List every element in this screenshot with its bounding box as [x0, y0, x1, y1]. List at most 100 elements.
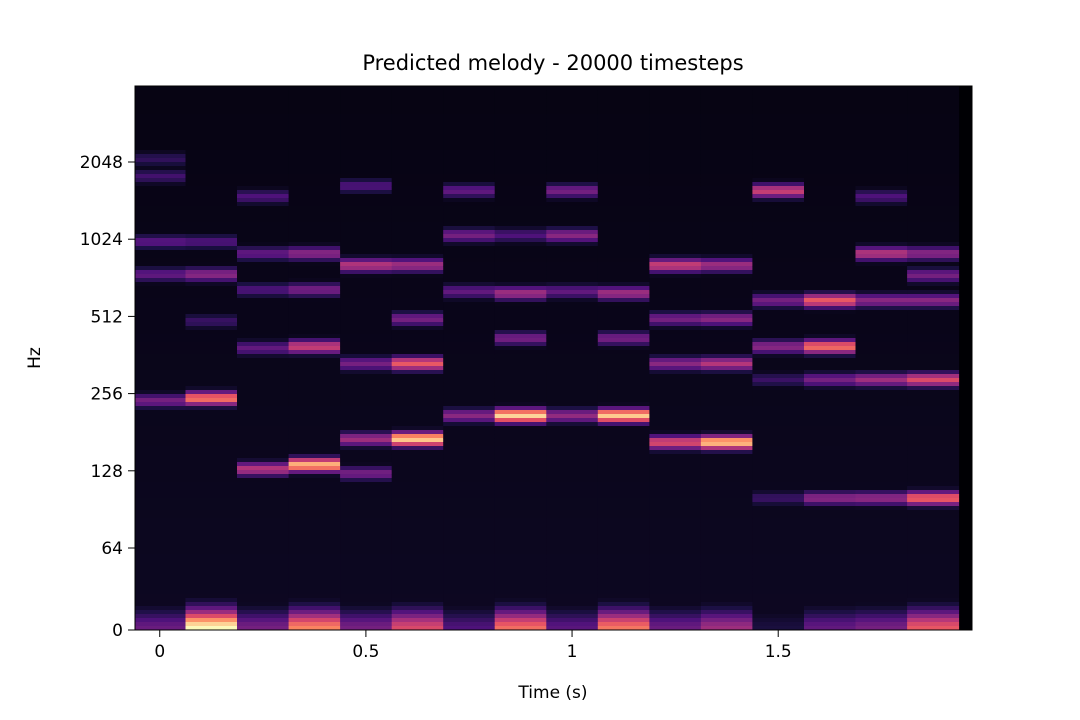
heatmap-cell [855, 618, 908, 623]
heatmap-cell [443, 370, 496, 375]
heatmap-cell [288, 374, 341, 379]
heatmap-cell [700, 526, 753, 531]
heatmap-cell [597, 546, 650, 551]
heatmap-cell [135, 522, 186, 527]
heatmap-cell [907, 118, 960, 123]
heatmap-cell [185, 182, 238, 187]
heatmap-cell [135, 446, 186, 451]
heatmap-cell [649, 294, 702, 299]
heatmap-cell [237, 130, 289, 135]
heatmap-cell [185, 602, 238, 607]
heatmap-cell [494, 510, 547, 515]
heatmap-cell [185, 122, 238, 127]
heatmap-cell [907, 362, 960, 367]
heatmap-cell [340, 442, 393, 447]
heatmap-cell [700, 130, 753, 135]
heatmap-cell [546, 234, 599, 239]
heatmap-cell [855, 602, 908, 607]
heatmap-cell [340, 418, 393, 423]
heatmap-cell [597, 194, 650, 199]
heatmap-cell [700, 214, 753, 219]
heatmap-cell [494, 578, 547, 583]
heatmap-cell [700, 154, 753, 159]
heatmap-cell [700, 222, 753, 227]
y-tick-label: 2048 [80, 153, 123, 173]
heatmap-cell [804, 410, 856, 415]
heatmap-cell [804, 518, 856, 523]
heatmap-cell [907, 182, 960, 187]
heatmap-cell [907, 554, 960, 559]
heatmap-cell [855, 174, 908, 179]
heatmap-cell [752, 614, 805, 619]
heatmap-cell [135, 450, 186, 455]
heatmap-cell [546, 290, 599, 295]
heatmap-cell [804, 614, 856, 619]
heatmap-cell [855, 522, 908, 527]
heatmap-cell [752, 502, 805, 507]
heatmap-cell [649, 442, 702, 447]
heatmap-cell [804, 622, 856, 627]
heatmap-cell [855, 402, 908, 407]
heatmap-cell [649, 342, 702, 347]
heatmap-cell [597, 350, 650, 355]
heatmap-cell [649, 542, 702, 547]
heatmap-cell [391, 358, 444, 363]
heatmap-cell [546, 458, 599, 463]
heatmap-cell [288, 342, 341, 347]
heatmap-cell [907, 286, 960, 291]
heatmap-cell [546, 134, 599, 139]
heatmap-cell [804, 594, 856, 599]
heatmap-cell [752, 430, 805, 435]
heatmap-cell [185, 170, 238, 175]
heatmap-cell [855, 550, 908, 555]
heatmap-cell [907, 326, 960, 331]
heatmap-cell [494, 258, 547, 263]
heatmap-cell [597, 534, 650, 539]
heatmap-cell [546, 298, 599, 303]
heatmap-cell [700, 618, 753, 623]
heatmap-cell [237, 234, 289, 239]
heatmap-cell [804, 602, 856, 607]
heatmap-cell [649, 558, 702, 563]
heatmap-cell [597, 618, 650, 623]
heatmap-cell [700, 322, 753, 327]
heatmap-cell [340, 522, 393, 527]
heatmap-cell [237, 538, 289, 543]
heatmap-cell [340, 274, 393, 279]
heatmap-cell [597, 586, 650, 591]
heatmap-cell [546, 438, 599, 443]
heatmap-cell [752, 522, 805, 527]
heatmap-cell [804, 326, 856, 331]
heatmap-cell [907, 622, 960, 627]
heatmap-cell [237, 454, 289, 459]
heatmap-cell [752, 374, 805, 379]
heatmap-cell [135, 186, 186, 191]
heatmap-cell [597, 422, 650, 427]
heatmap-cell [804, 514, 856, 519]
heatmap-cell [907, 226, 960, 231]
heatmap-cell [135, 342, 186, 347]
heatmap-cell [700, 198, 753, 203]
heatmap-cell [546, 566, 599, 571]
heatmap-cell [391, 326, 444, 331]
heatmap-cell [494, 570, 547, 575]
heatmap-cell [185, 458, 238, 463]
heatmap-cell [391, 158, 444, 163]
heatmap-cell [340, 610, 393, 615]
heatmap-cell [546, 570, 599, 575]
heatmap-cell [340, 170, 393, 175]
heatmap-cell [443, 470, 496, 475]
heatmap-cell [804, 618, 856, 623]
heatmap-cell [855, 486, 908, 491]
heatmap-cell [443, 510, 496, 515]
heatmap-cell [804, 266, 856, 271]
heatmap-cell [185, 430, 238, 435]
heatmap-cell [391, 202, 444, 207]
heatmap-cell [391, 594, 444, 599]
heatmap-cell [649, 238, 702, 243]
heatmap-cell [443, 258, 496, 263]
heatmap-cell [804, 230, 856, 235]
heatmap-cell [391, 570, 444, 575]
heatmap-cell [237, 102, 289, 107]
heatmap-cell [546, 578, 599, 583]
